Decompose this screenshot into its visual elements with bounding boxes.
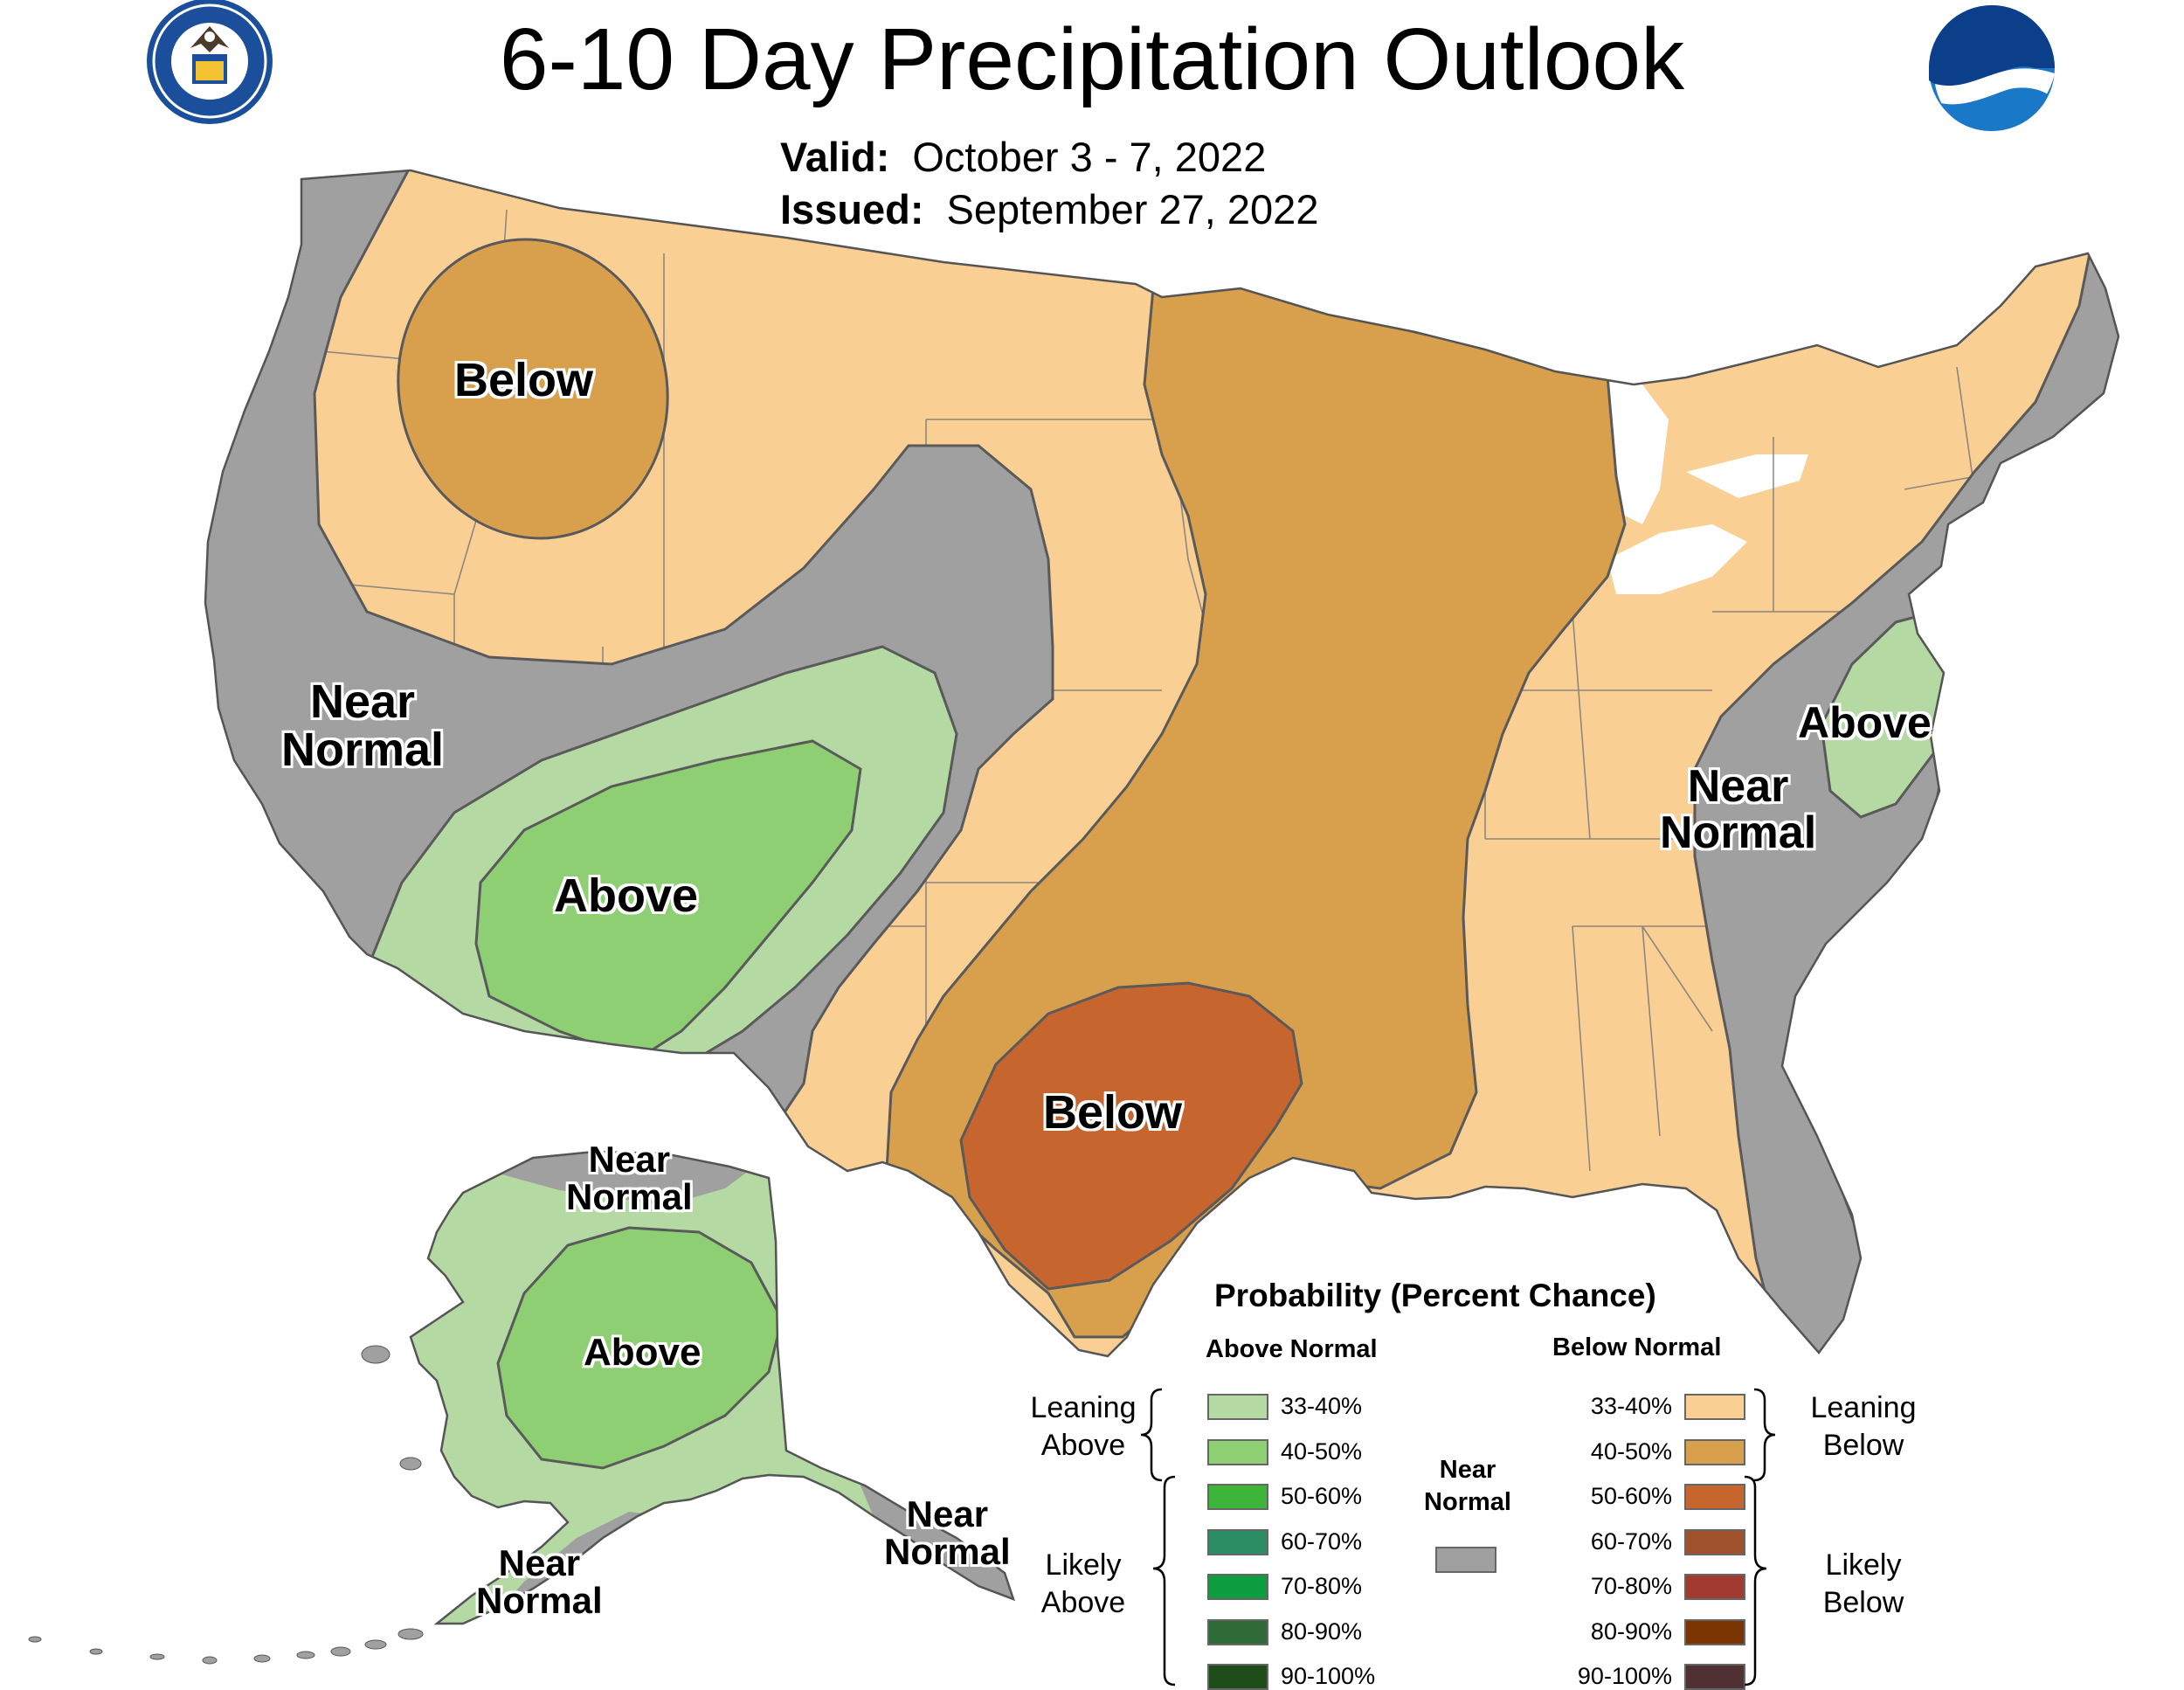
- legend-above-range-4: 70-80%: [1281, 1573, 1363, 1599]
- issued-label: Issued:: [780, 186, 924, 232]
- label-below-texas: Below: [1043, 1086, 1183, 1139]
- legend-above-swatch-1: [1207, 1438, 1268, 1465]
- legend-above-swatch-2: [1207, 1484, 1268, 1510]
- legend-above-swatch-0: [1207, 1394, 1268, 1420]
- aleutian-islands: [28, 1345, 424, 1665]
- valid-row: Valid: October 3 - 7, 2022: [780, 131, 1318, 184]
- legend-title: Probability (Percent Chance): [1214, 1278, 1656, 1313]
- legend-above-range-2: 50-60%: [1281, 1483, 1363, 1509]
- legend-below-swatch-4: [1684, 1574, 1745, 1600]
- legend-below-swatch-5: [1684, 1618, 1745, 1645]
- legend-likely-above: Likely Above: [1040, 1548, 1126, 1619]
- label-alaska-near-normal-southwest: Near Normal: [476, 1542, 603, 1621]
- label-alaska-near-normal-north: Near Normal: [566, 1139, 693, 1217]
- noaa-logo: [1929, 5, 2055, 131]
- great-lakes: [1302, 301, 1808, 612]
- legend-leaning-above: Leaning Above: [1030, 1391, 1137, 1462]
- legend-below-swatch-3: [1684, 1528, 1745, 1555]
- page-title: 6-10 Day Precipitation Outlook: [499, 10, 1685, 108]
- issued-row: Issued: September 27, 2022: [780, 184, 1318, 236]
- legend-below-swatch-1: [1684, 1438, 1745, 1465]
- label-above-midatlantic: Above: [1798, 698, 1932, 747]
- legend-above-range-0: 33-40%: [1281, 1393, 1363, 1419]
- legend-near-normal-swatch: [1435, 1547, 1496, 1573]
- legend-below-swatch-6: [1684, 1664, 1745, 1690]
- legend-near-normal-label: Near Normal: [1424, 1456, 1511, 1516]
- valid-label: Valid:: [780, 134, 890, 180]
- label-near-normal-west: Near Normal: [281, 675, 445, 777]
- legend-below-range-6: 90-100%: [1577, 1663, 1672, 1689]
- legend-above-swatch-3: [1207, 1528, 1268, 1555]
- legend-leaning-below: Leaning Below: [1810, 1391, 1917, 1462]
- legend-likely-below: Likely Below: [1822, 1548, 1904, 1619]
- label-alaska-above: Above: [584, 1331, 702, 1374]
- label-near-normal-east: Near Normal: [1660, 761, 1817, 859]
- valid-dates: October 3 - 7, 2022: [912, 134, 1267, 180]
- legend-below-range-5: 80-90%: [1590, 1617, 1672, 1645]
- legend-below-range-2: 50-60%: [1590, 1483, 1672, 1509]
- legend-above-swatch-5: [1207, 1618, 1268, 1645]
- legend-above-swatch-4: [1207, 1574, 1268, 1600]
- legend-above-range-5: 80-90%: [1281, 1617, 1363, 1645]
- legend-below-header: Below Normal: [1552, 1333, 1722, 1361]
- label-below-northwest: Below: [454, 354, 594, 406]
- legend-below-swatch-0: [1684, 1394, 1745, 1420]
- legend-above-range-1: 40-50%: [1281, 1437, 1363, 1465]
- legend-below-range-3: 60-70%: [1590, 1527, 1672, 1555]
- validity-info: Valid: October 3 - 7, 2022 Issued: Septemb…: [780, 131, 1318, 236]
- legend-above-range-3: 60-70%: [1281, 1527, 1363, 1555]
- legend-below-swatch-2: [1684, 1484, 1745, 1510]
- label-above-southwest: Above: [554, 869, 699, 922]
- legend-above-header: Above Normal: [1206, 1335, 1378, 1363]
- issued-date: September 27, 2022: [946, 186, 1319, 232]
- legend-below-range-1: 40-50%: [1590, 1437, 1672, 1465]
- legend-below-range-0: 33-40%: [1590, 1393, 1672, 1419]
- legend-above-range-6: 90-100%: [1281, 1663, 1376, 1689]
- label-alaska-near-normal-southeast: Near Normal: [884, 1493, 1011, 1572]
- alaska-outline: [409, 1150, 1016, 1625]
- legend-below-range-4: 70-80%: [1590, 1573, 1672, 1599]
- department-of-commerce-seal: [147, 0, 273, 124]
